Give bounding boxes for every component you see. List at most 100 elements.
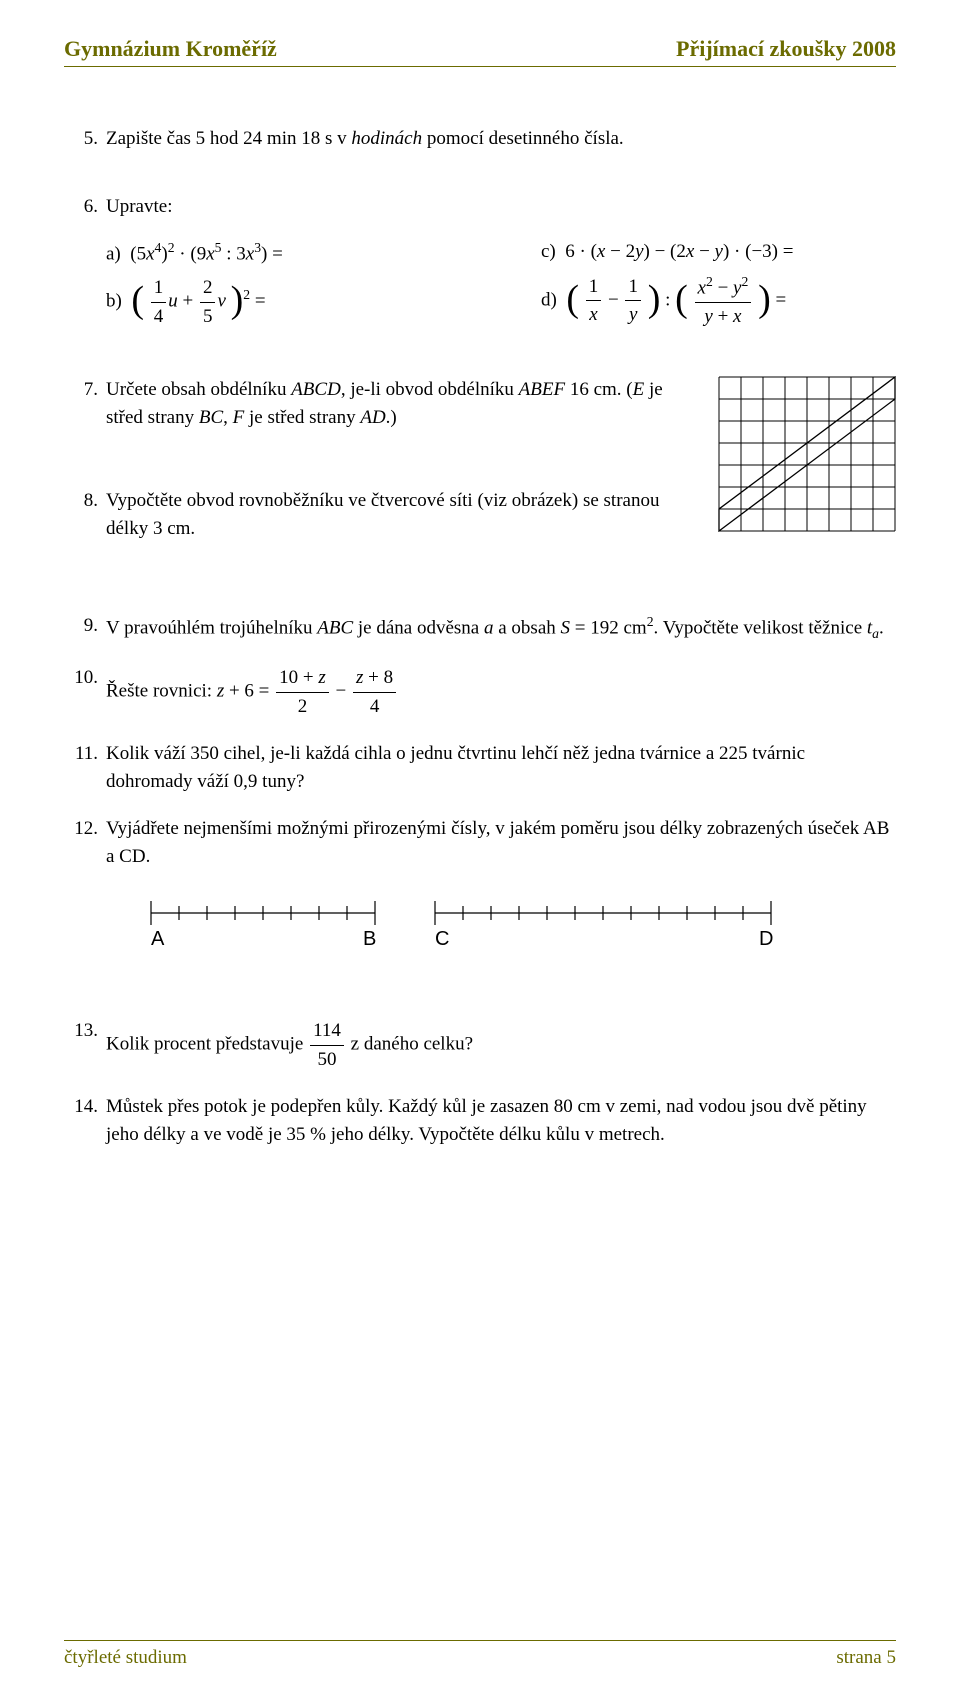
q11-text: Kolik váží 350 cihel, je-li každá cihla … <box>106 740 896 795</box>
t: · (9 <box>175 243 207 264</box>
t: + 8 <box>363 667 393 688</box>
t: . <box>879 618 884 639</box>
svg-text:C: C <box>435 928 449 950</box>
q6-d-label: d) <box>541 289 557 310</box>
t: 4 <box>151 303 167 331</box>
fraction: 11450 <box>310 1017 344 1073</box>
question-6: 6. Upravte: a) (5x4)2 · (9x5 : 3x3) = b)… <box>64 193 896 337</box>
t: − <box>694 241 714 262</box>
t: + <box>713 306 733 327</box>
t: 2 <box>706 274 713 289</box>
q6-a-label: a) <box>106 243 121 264</box>
t: 2 <box>647 614 654 629</box>
t: 50 <box>310 1046 344 1074</box>
content-area: 5. Zapište čas 5 hod 24 min 18 s v hodin… <box>64 125 896 1148</box>
q6-text: Upravte: <box>106 193 896 221</box>
lparen-icon: ( <box>675 282 688 316</box>
t: x <box>586 301 602 329</box>
q5-number: 5. <box>64 125 106 153</box>
t: ) · (−3) = <box>723 241 794 262</box>
q5-text-b: pomocí desetinného čísla. <box>422 128 624 149</box>
t: Kolik procent představuje <box>106 1033 308 1054</box>
t: Řešte rovnici: <box>106 681 217 702</box>
q9-number: 9. <box>64 612 106 644</box>
t: + <box>178 290 198 311</box>
t: − <box>336 681 351 702</box>
t: = <box>250 290 265 311</box>
t: ABCD <box>291 379 341 400</box>
fraction: 14 <box>151 274 167 330</box>
t: . Vypočtěte velikost těžnice <box>654 618 867 639</box>
t: je střed strany <box>244 407 360 428</box>
t: = <box>771 289 786 310</box>
number-lines-figure: ABCD <box>146 893 786 953</box>
question-11: 11. Kolik váží 350 cihel, je-li každá ci… <box>64 740 896 795</box>
question-13: 13. Kolik procent představuje 11450 z da… <box>64 1017 896 1073</box>
fraction: 1x <box>586 273 602 329</box>
t: ABC <box>317 618 353 639</box>
q10-number: 10. <box>64 664 106 720</box>
question-7: 7. Určete obsah obdélníku ABCD, je-li ob… <box>64 376 686 431</box>
t: 2 <box>741 274 748 289</box>
t: y <box>715 241 723 262</box>
t: x <box>206 243 214 264</box>
t: 1 <box>586 273 602 302</box>
q6-d: d) ( 1x − 1y ) : ( x2 − y2 y + x ) = <box>541 272 896 330</box>
q6-c-label: c) <box>541 241 556 262</box>
t: = 192 cm <box>570 618 647 639</box>
lparen-icon: ( <box>131 283 144 317</box>
question-5: 5. Zapište čas 5 hod 24 min 18 s v hodin… <box>64 125 896 153</box>
t: − <box>713 277 733 298</box>
rparen-icon: ) <box>231 283 244 317</box>
t: x <box>733 306 741 327</box>
header-right: Přijímací zkoušky 2008 <box>676 36 896 62</box>
question-14: 14. Můstek přes potok je podepřen kůly. … <box>64 1093 896 1148</box>
question-9: 9. V pravoúhlém trojúhelníku ABC je dána… <box>64 612 896 644</box>
svg-text:D: D <box>759 928 773 950</box>
t: 16 cm. ( <box>565 379 633 400</box>
t: , je-li obvod obdélníku <box>341 379 519 400</box>
q5-italic: hodinách <box>351 128 422 149</box>
q8-number: 8. <box>64 487 106 542</box>
q11-number: 11. <box>64 740 106 795</box>
t: je dána odvěsna <box>353 618 484 639</box>
q6-b: b) ( 14u + 25v )2 = <box>106 274 461 330</box>
q12-text: Vyjádřete nejmenšími možnými přirozenými… <box>106 815 896 870</box>
rparen-icon: ) <box>758 282 771 316</box>
t: : 3 <box>221 243 245 264</box>
page-header: Gymnázium Kroměříž Přijímací zkoušky 200… <box>64 36 896 67</box>
footer-right: strana 5 <box>836 1647 896 1669</box>
t: 2 <box>276 693 329 721</box>
q14-number: 14. <box>64 1093 106 1148</box>
t: − 2 <box>605 241 635 262</box>
t: x <box>246 243 254 264</box>
question-12: 12. Vyjádřete nejmenšími možnými přiroze… <box>64 815 896 987</box>
t: F <box>233 407 245 428</box>
t: 6 · ( <box>565 241 597 262</box>
t: u <box>168 290 178 311</box>
t: 5 <box>200 303 216 331</box>
t: − <box>603 289 623 310</box>
question-8: 8. Vypočtěte obvod rovnoběžníku ve čtver… <box>64 487 686 542</box>
t: v <box>217 290 225 311</box>
t: z daného celku? <box>351 1033 473 1054</box>
question-10: 10. Řešte rovnici: z + 6 = 10 + z2 − z +… <box>64 664 896 720</box>
t: 114 <box>310 1017 344 1046</box>
q5-text-a: Zapište čas 5 hod 24 min 18 s v <box>106 128 351 149</box>
q13-number: 13. <box>64 1017 106 1073</box>
fraction: z + 84 <box>353 664 396 720</box>
t: 10 + <box>279 667 318 688</box>
t: 1 <box>151 274 167 303</box>
t: + 6 = <box>224 681 274 702</box>
t: 4 <box>353 693 396 721</box>
t: 2 <box>168 240 175 255</box>
q7-number: 7. <box>64 376 106 431</box>
q14-text: Můstek přes potok je podepřen kůly. Každ… <box>106 1093 896 1148</box>
q6-right-col: c) 6 · (x − 2y) − (2x − y) · (−3) = d) (… <box>541 232 896 336</box>
header-left: Gymnázium Kroměříž <box>64 36 277 62</box>
q6-c: c) 6 · (x − 2y) − (2x − y) · (−3) = <box>541 238 896 266</box>
t: AD <box>360 407 385 428</box>
q6-a: a) (5x4)2 · (9x5 : 3x3) = <box>106 238 461 268</box>
t: 1 <box>625 273 641 302</box>
q6-left-col: a) (5x4)2 · (9x5 : 3x3) = b) ( 14u + 25v… <box>106 232 461 336</box>
